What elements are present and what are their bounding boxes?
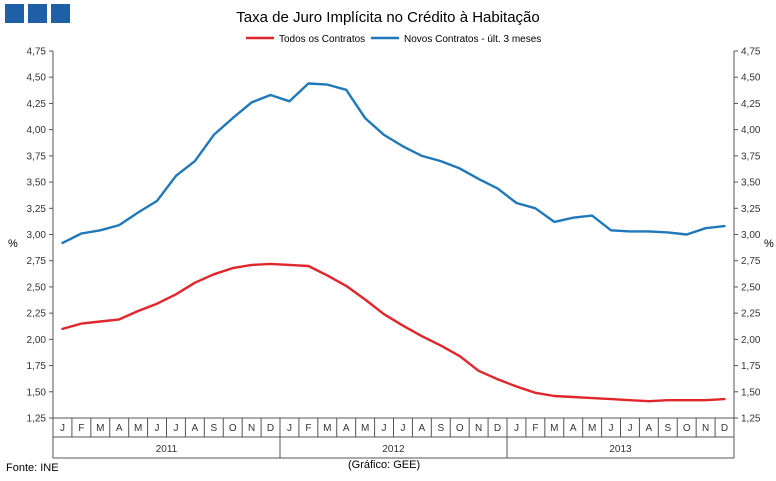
x-tick-label-month: M [134,423,142,434]
x-tick-label-month: J [60,423,65,434]
x-tick-label-month: J [627,423,632,434]
y-tick-label-left: 4,00 [27,125,47,136]
y-tick-label-left: 4,25 [27,99,47,110]
x-tick-label-month: J [609,423,614,434]
x-tick-label-month: M [550,423,558,434]
y-tick-label-right: 2,50 [741,282,761,293]
x-tick-label-month: N [248,423,255,434]
y-tick-label-left: 1,50 [27,387,47,398]
series-line-2 [61,82,726,245]
chart-title: Taxa de Juro Implícita no Crédito à Habi… [236,9,540,26]
y-tick-label-left: 4,75 [27,47,47,58]
series-line-1 [61,262,726,403]
x-tick-label-month: S [437,423,444,434]
x-tick-label-month: S [664,423,671,434]
y-tick-label-left: 2,75 [27,256,47,267]
x-tick-label-month: N [475,423,482,434]
y-tick-label-right: 4,25 [741,99,761,110]
x-tick-label-month: S [210,423,217,434]
y-tick-label-right: 4,00 [741,125,761,136]
x-tick-label-month: J [382,423,387,434]
y-tick-label-right: 2,25 [741,309,761,320]
y-tick-label-left: 1,75 [27,361,47,372]
y-tick-label-right: 2,75 [741,256,761,267]
x-tick-label-month: J [400,423,405,434]
x-tick-label-month: A [646,423,653,434]
y-tick-label-left: 2,25 [27,309,47,320]
logo-square-1 [5,4,24,23]
x-tick-label-month: D [494,423,501,434]
y-tick-label-right: 3,25 [741,204,761,215]
x-tick-label-month: O [456,423,464,434]
x-tick-label-month: J [155,423,160,434]
y-tick-label-left: 2,50 [27,282,47,293]
source-note: Fonte: INE [6,462,59,474]
logo-square-2 [28,4,47,23]
logo-square-3 [51,4,70,23]
y-tick-label-right: 2,00 [741,335,761,346]
y-tick-label-right: 3,75 [741,151,761,162]
x-tick-label-month: J [287,423,292,434]
legend-label-1: Todos os Contratos [279,34,365,45]
x-tick-label-year: 2012 [382,444,405,455]
x-tick-label-month: M [361,423,369,434]
y-tick-label-left: 3,75 [27,151,47,162]
x-tick-label-month: F [78,423,84,434]
x-tick-label-month: A [419,423,426,434]
y-tick-label-left: 3,50 [27,178,47,189]
y-axis-label-right: % [764,238,774,250]
x-tick-label-month: D [267,423,274,434]
plot-area: 1,25 1,25 1,50 1,50 1,75 1,75 2,00 2,00 2,25 2,25… [27,47,761,459]
chart-credit: (Gráfico: GEE) [348,459,421,471]
x-tick-label-month: M [96,423,104,434]
x-tick-label-month: M [323,423,331,434]
x-tick-label-month: F [305,423,311,434]
x-tick-label-year: 2011 [156,444,178,455]
x-tick-label-month: N [702,423,709,434]
x-tick-label-month: A [116,423,123,434]
y-tick-label-right: 1,50 [741,387,761,398]
x-tick-label-month: O [229,423,237,434]
legend: Todos os Contratos Novos Contratos - últ.… [246,34,541,45]
y-tick-label-left: 3,25 [27,204,47,215]
y-tick-label-left: 2,00 [27,335,47,346]
x-tick-label-month: A [570,423,577,434]
x-tick-label-month: O [683,423,691,434]
x-tick-label-month: M [588,423,596,434]
y-tick-label-left: 4,50 [27,73,47,84]
x-tick-label-month: J [173,423,178,434]
y-tick-label-right: 3,50 [741,178,761,189]
x-tick-label-month: A [343,423,350,434]
x-tick-label-month: F [532,423,538,434]
x-tick-label-month: A [192,423,199,434]
y-tick-label-right: 1,75 [741,361,761,372]
y-tick-label-right: 3,00 [741,230,761,241]
y-tick-label-right: 4,75 [741,47,761,58]
y-tick-label-left: 1,25 [27,414,47,425]
legend-label-2: Novos Contratos - últ. 3 meses [404,34,541,45]
x-tick-label-month: J [514,423,519,434]
y-tick-label-left: 3,00 [27,230,47,241]
y-tick-label-right: 4,50 [741,73,761,84]
x-tick-label-month: D [721,423,728,434]
x-tick-label-year: 2013 [609,444,632,455]
y-axis-label-left: % [8,238,18,250]
y-tick-label-right: 1,25 [741,414,761,425]
